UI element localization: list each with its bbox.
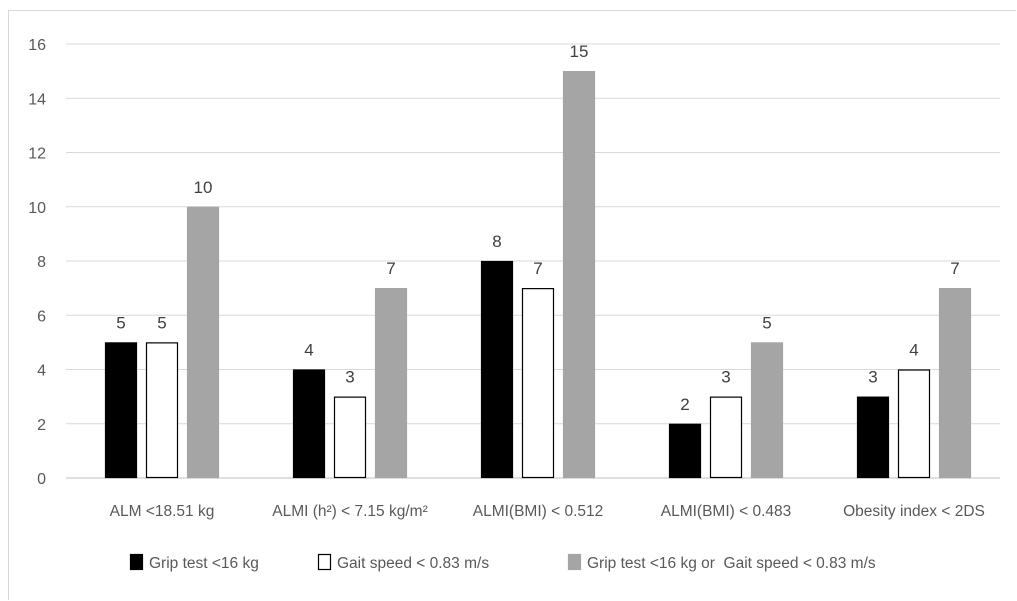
data-label-obesity-index-2ds-series-3: 7 bbox=[950, 259, 959, 278]
bar-alm-18-51-kg-series-1 bbox=[104, 342, 138, 479]
legend: Grip test <16 kg Gait speed < 0.83 m/s Gri… bbox=[129, 553, 876, 572]
bar-almi-bmi-0-512-series-2 bbox=[521, 288, 555, 479]
y-tick-label-8: 8 bbox=[37, 254, 46, 271]
legend-swatch-series-1 bbox=[129, 553, 144, 571]
bar-almi-bmi-0-512-series-1 bbox=[480, 260, 514, 479]
data-label-almi-bmi-0-512-series-3: 15 bbox=[570, 42, 589, 61]
bar-almi-h-7-15-kg-m-series-3 bbox=[374, 288, 408, 479]
y-tick-label-12: 12 bbox=[28, 146, 46, 163]
y-tick-label-14: 14 bbox=[28, 91, 46, 108]
data-label-almi-bmi-0-512-series-2: 7 bbox=[533, 259, 542, 278]
data-label-alm-18-51-kg-series-1: 5 bbox=[116, 313, 125, 332]
legend-swatch-series-3 bbox=[567, 553, 582, 571]
bar-obesity-index-2ds-series-2 bbox=[897, 369, 931, 479]
x-category-label-almi-h-7-15-kg-m: ALMI (h²) < 7.15 kg/m² bbox=[272, 503, 427, 520]
bar-almi-h-7-15-kg-m-series-2 bbox=[333, 396, 367, 479]
bar-alm-18-51-kg-series-2 bbox=[145, 342, 179, 479]
data-label-alm-18-51-kg-series-2: 5 bbox=[157, 313, 166, 332]
bar-almi-h-7-15-kg-m-series-1 bbox=[292, 369, 326, 479]
data-label-obesity-index-2ds-series-1: 3 bbox=[868, 368, 877, 387]
legend-label-series-1: Grip test <16 kg bbox=[149, 555, 259, 572]
bar-obesity-index-2ds-series-3 bbox=[938, 288, 972, 479]
x-category-label-almi-bmi-0-512: ALMI(BMI) < 0.512 bbox=[473, 503, 604, 520]
y-tick-label-2: 2 bbox=[37, 417, 46, 434]
bar-almi-bmi-0-483-series-3 bbox=[750, 342, 784, 479]
legend-label-series-3: Grip test <16 kg or Gait speed < 0.83 m/… bbox=[587, 555, 876, 572]
bar-obesity-index-2ds-series-1 bbox=[856, 396, 890, 479]
data-label-obesity-index-2ds-series-2: 4 bbox=[909, 341, 918, 360]
data-label-alm-18-51-kg-series-3: 10 bbox=[194, 178, 213, 197]
y-tick-label-6: 6 bbox=[37, 308, 46, 325]
y-tick-label-0: 0 bbox=[37, 471, 46, 488]
legend-label-series-2: Gait speed < 0.83 m/s bbox=[337, 555, 489, 572]
y-tick-label-4: 4 bbox=[37, 363, 46, 380]
data-label-almi-bmi-0-483-series-1: 2 bbox=[680, 395, 689, 414]
x-axis-categories: ALM <18.51 kg ALMI (h²) < 7.15 kg/m² ALMI(… bbox=[110, 503, 985, 520]
data-label-almi-h-7-15-kg-m-series-2: 3 bbox=[345, 368, 354, 387]
y-tick-label-16: 16 bbox=[28, 37, 46, 54]
bars bbox=[104, 71, 972, 479]
x-category-label-obesity-index-2ds: Obesity index < 2DS bbox=[843, 503, 985, 520]
y-tick-label-10: 10 bbox=[28, 200, 46, 217]
data-label-almi-h-7-15-kg-m-series-3: 7 bbox=[386, 259, 395, 278]
data-label-almi-bmi-0-512-series-1: 8 bbox=[492, 232, 501, 251]
bar-almi-bmi-0-512-series-3 bbox=[562, 71, 596, 479]
bar-alm-18-51-kg-series-3 bbox=[186, 206, 220, 479]
bar-almi-bmi-0-483-series-2 bbox=[709, 396, 743, 479]
data-label-almi-bmi-0-483-series-2: 3 bbox=[721, 368, 730, 387]
x-category-label-alm-18-51-kg: ALM <18.51 kg bbox=[110, 503, 215, 520]
data-label-almi-bmi-0-483-series-3: 5 bbox=[762, 313, 771, 332]
x-category-label-almi-bmi-0-483: ALMI(BMI) < 0.483 bbox=[661, 503, 792, 520]
y-axis-ticks: 0 2 4 6 8 10 12 14 16 bbox=[28, 37, 46, 488]
bar-almi-bmi-0-483-series-1 bbox=[668, 423, 702, 479]
legend-swatch-series-2 bbox=[317, 553, 332, 571]
data-label-almi-h-7-15-kg-m-series-1: 4 bbox=[304, 341, 313, 360]
